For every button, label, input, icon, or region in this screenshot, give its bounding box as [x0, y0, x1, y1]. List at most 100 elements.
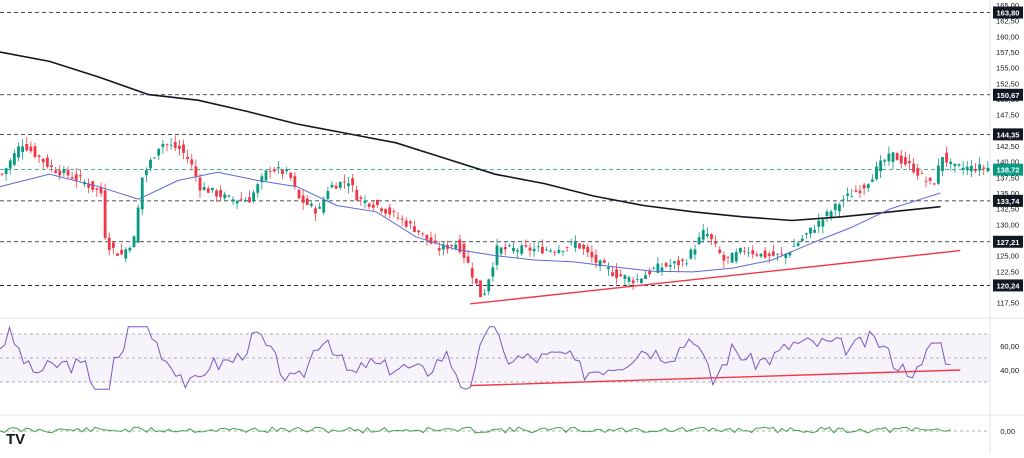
- candle-body[interactable]: [916, 167, 920, 176]
- candle-body[interactable]: [408, 221, 412, 224]
- candle-body[interactable]: [169, 144, 173, 146]
- candle-body[interactable]: [829, 211, 833, 218]
- candle-body[interactable]: [380, 208, 383, 212]
- candle-body[interactable]: [186, 157, 190, 160]
- candle-body[interactable]: [363, 200, 367, 204]
- candle-body[interactable]: [281, 170, 284, 175]
- candle-body[interactable]: [648, 270, 652, 275]
- candle-body[interactable]: [809, 227, 812, 234]
- candle-body[interactable]: [429, 237, 433, 244]
- candle-body[interactable]: [70, 177, 74, 179]
- candle-body[interactable]: [722, 254, 726, 261]
- candle-body[interactable]: [586, 246, 590, 253]
- candle-body[interactable]: [771, 251, 775, 256]
- candle-body[interactable]: [4, 168, 8, 175]
- candle-body[interactable]: [862, 184, 866, 189]
- candle-body[interactable]: [656, 263, 660, 273]
- candle-body[interactable]: [545, 249, 548, 251]
- candle-body[interactable]: [417, 230, 421, 233]
- candle-body[interactable]: [41, 158, 45, 163]
- candle-body[interactable]: [792, 246, 796, 247]
- candle-body[interactable]: [784, 253, 788, 259]
- candle-body[interactable]: [29, 146, 33, 152]
- candle-body[interactable]: [974, 168, 977, 172]
- candle-body[interactable]: [421, 232, 425, 234]
- candle-body[interactable]: [590, 251, 594, 258]
- candle-body[interactable]: [924, 180, 928, 182]
- candle-body[interactable]: [899, 155, 903, 164]
- candle-body[interactable]: [895, 153, 899, 161]
- candle-body[interactable]: [8, 160, 12, 169]
- candle-body[interactable]: [256, 184, 260, 193]
- candle-body[interactable]: [681, 259, 685, 261]
- candle-body[interactable]: [194, 166, 198, 177]
- candle-body[interactable]: [912, 163, 916, 173]
- candle-body[interactable]: [763, 250, 767, 258]
- candle-body[interactable]: [231, 199, 235, 202]
- candle-body[interactable]: [285, 169, 289, 172]
- candle-body[interactable]: [788, 252, 792, 256]
- candle-body[interactable]: [941, 157, 944, 172]
- candle-body[interactable]: [293, 176, 297, 186]
- candle-body[interactable]: [314, 208, 317, 214]
- candle-body[interactable]: [561, 251, 565, 252]
- candle-body[interactable]: [499, 247, 503, 254]
- candle-body[interactable]: [268, 171, 272, 172]
- candle-body[interactable]: [813, 229, 817, 233]
- candle-body[interactable]: [355, 189, 359, 201]
- candle-body[interactable]: [351, 178, 355, 186]
- candle-body[interactable]: [54, 170, 58, 173]
- candle-body[interactable]: [124, 249, 128, 259]
- candle-body[interactable]: [58, 170, 62, 176]
- candle-body[interactable]: [260, 176, 264, 183]
- candle-body[interactable]: [520, 245, 524, 254]
- candle-body[interactable]: [396, 217, 400, 219]
- candle-body[interactable]: [458, 239, 462, 253]
- candle-body[interactable]: [738, 248, 742, 253]
- candle-body[interactable]: [503, 247, 507, 250]
- candle-body[interactable]: [512, 247, 515, 252]
- candle-body[interactable]: [367, 203, 371, 207]
- candle-body[interactable]: [400, 218, 404, 220]
- candle-body[interactable]: [334, 185, 338, 189]
- candle-body[interactable]: [800, 238, 804, 241]
- candle-body[interactable]: [128, 247, 132, 251]
- candle-body[interactable]: [965, 166, 969, 171]
- candle-body[interactable]: [215, 190, 218, 197]
- candle-body[interactable]: [153, 157, 157, 159]
- candle-body[interactable]: [767, 253, 771, 256]
- candle-body[interactable]: [664, 263, 668, 267]
- candle-body[interactable]: [12, 153, 16, 165]
- candle-body[interactable]: [743, 250, 746, 252]
- candle-body[interactable]: [978, 164, 982, 171]
- candle-body[interactable]: [235, 200, 239, 204]
- candle-body[interactable]: [627, 277, 631, 282]
- candle-body[interactable]: [433, 240, 437, 243]
- candle-body[interactable]: [606, 267, 610, 270]
- candle-body[interactable]: [425, 234, 429, 240]
- candle-body[interactable]: [875, 166, 878, 180]
- candle-body[interactable]: [305, 198, 309, 205]
- candle-body[interactable]: [301, 195, 305, 203]
- candle-body[interactable]: [602, 260, 606, 263]
- candle-body[interactable]: [573, 242, 577, 248]
- candle-body[interactable]: [120, 249, 124, 255]
- candle-body[interactable]: [177, 145, 181, 149]
- candle-body[interactable]: [639, 278, 643, 283]
- candle-body[interactable]: [384, 209, 388, 214]
- candle-body[interactable]: [483, 293, 487, 295]
- candle-body[interactable]: [116, 253, 119, 256]
- candle-body[interactable]: [87, 183, 91, 188]
- candle-body[interactable]: [528, 247, 532, 251]
- candle-body[interactable]: [858, 190, 862, 194]
- candle-body[interactable]: [140, 177, 144, 210]
- candle-body[interactable]: [413, 226, 416, 232]
- candle-body[interactable]: [598, 260, 602, 267]
- candle-body[interactable]: [866, 184, 870, 189]
- candle-body[interactable]: [796, 243, 800, 246]
- candle-body[interactable]: [953, 163, 957, 167]
- candle-body[interactable]: [751, 250, 755, 255]
- candle-body[interactable]: [50, 165, 53, 167]
- candle-body[interactable]: [309, 203, 313, 206]
